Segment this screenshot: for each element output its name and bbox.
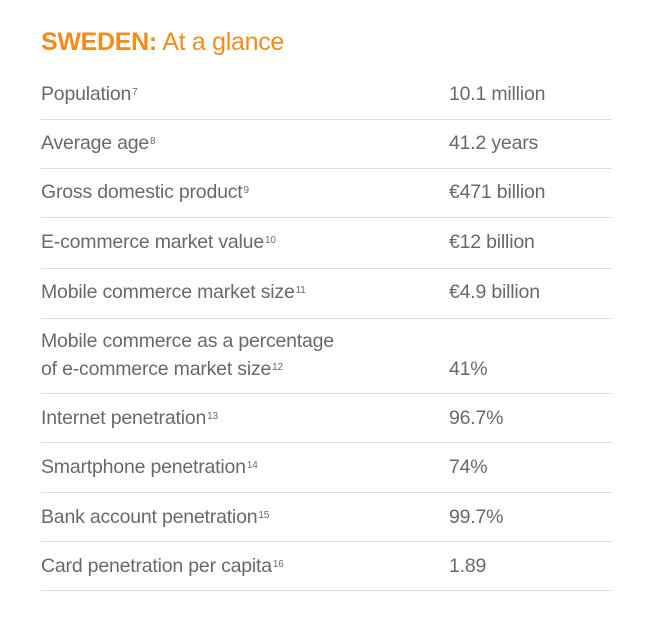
row-value: 99.7% — [449, 506, 504, 528]
row-value: €4.9 billion — [449, 281, 540, 303]
table-row: Mobile commerce as a percentage of e-com… — [41, 319, 612, 394]
table-row: Population7 10.1 million — [41, 69, 612, 120]
row-value: 41% — [449, 358, 488, 380]
row-label: Average age8 — [41, 132, 156, 154]
row-value: 1.89 — [449, 555, 487, 577]
table-row: Gross domestic product9 €471 billion — [41, 169, 612, 218]
row-label: Mobile commerce as a percentage — [41, 330, 334, 352]
table-row: E-commerce market value10 €12 billion — [41, 218, 612, 269]
table-row: Smartphone penetration14 74% — [41, 443, 612, 493]
table-row: Mobile commerce market size11 €4.9 billi… — [41, 269, 612, 319]
row-label: Population7 — [41, 83, 138, 105]
row-label: Internet penetration13 — [41, 407, 218, 429]
row-value: 10.1 million — [449, 83, 546, 105]
row-value: 74% — [449, 456, 488, 478]
table-row: Card penetration per capita16 1.89 — [41, 542, 612, 591]
row-value: 41.2 years — [449, 132, 539, 154]
row-value: 96.7% — [449, 407, 504, 429]
row-label: Smartphone penetration14 — [41, 456, 258, 478]
title-country: SWEDEN: — [41, 28, 157, 56]
table-row: Internet penetration13 96.7% — [41, 394, 612, 443]
row-label-continued: of e-commerce market size12 — [41, 358, 283, 380]
row-label: Bank account penetration15 — [41, 506, 270, 528]
page-title: SWEDEN: At a glance — [41, 28, 284, 57]
row-label: Mobile commerce market size11 — [41, 281, 306, 303]
row-value: €471 billion — [449, 181, 546, 203]
table-row: Bank account penetration15 99.7% — [41, 493, 612, 542]
row-value: €12 billion — [449, 231, 535, 253]
row-label: E-commerce market value10 — [41, 231, 276, 253]
title-subtitle: At a glance — [156, 28, 285, 56]
row-label: Gross domestic product9 — [41, 181, 249, 203]
table-row: Average age8 41.2 years — [41, 120, 612, 169]
row-label: Card penetration per capita16 — [41, 555, 284, 577]
